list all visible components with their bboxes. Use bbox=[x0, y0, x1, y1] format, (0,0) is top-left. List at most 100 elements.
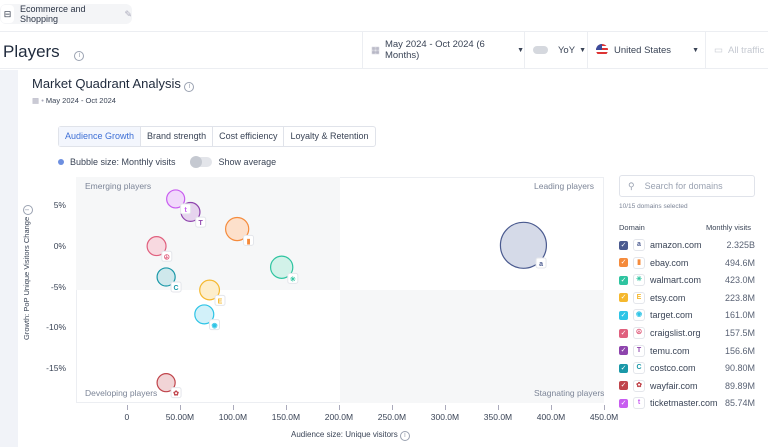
bubble-amazon-com[interactable]: a bbox=[499, 221, 548, 269]
checkbox[interactable]: ✓ bbox=[619, 240, 628, 250]
card-subtitle: ▦ • May 2024 - Oct 2024 bbox=[32, 96, 116, 105]
monthly-visits: 89.89M bbox=[724, 380, 755, 391]
domain-logo-icon bbox=[161, 250, 173, 262]
bubble[interactable] bbox=[224, 216, 250, 242]
checkbox[interactable]: ✓ bbox=[619, 398, 628, 408]
domain-logo-icon: a bbox=[633, 239, 645, 251]
x-tick-label: 450.0M bbox=[589, 412, 619, 422]
toggle-switch[interactable] bbox=[533, 46, 548, 54]
domain-row[interactable]: ✓ ✿ wayfair.com 89.89M bbox=[619, 378, 755, 394]
checkbox[interactable]: ✓ bbox=[619, 381, 628, 391]
x-tick-label: 250.0M bbox=[377, 412, 407, 422]
show-average-toggle[interactable] bbox=[189, 156, 212, 168]
domain-logo-icon: C bbox=[633, 362, 645, 375]
bubble[interactable] bbox=[269, 255, 294, 279]
domain-logo-icon bbox=[170, 387, 182, 399]
monthly-visits: 161.0M bbox=[724, 310, 755, 321]
x-tick-label: 0 bbox=[124, 412, 130, 422]
checkbox[interactable]: ✓ bbox=[619, 363, 628, 373]
domain-row[interactable]: ✓ t ticketmaster.com 85.74M bbox=[619, 395, 755, 411]
bubble-ticketmaster-com[interactable]: t bbox=[166, 189, 192, 215]
info-icon[interactable]: i bbox=[74, 51, 85, 61]
x-tick-label: 400.0M bbox=[536, 412, 566, 422]
domain-row[interactable]: ✓ ✳ walmart.com 423.0M bbox=[619, 272, 755, 288]
checkbox[interactable]: ✓ bbox=[619, 258, 628, 268]
bubble-etsy-com[interactable]: E bbox=[199, 279, 226, 306]
logo-glyph: T bbox=[199, 220, 204, 227]
checkbox[interactable]: ✓ bbox=[619, 310, 628, 320]
y-tick-label: -10% bbox=[46, 322, 66, 333]
domain-row[interactable]: ✓ ▮ ebay.com 494.6M bbox=[619, 255, 755, 271]
x-tick-label: 200.0M bbox=[324, 412, 354, 422]
bubble-target-com[interactable]: ◉ bbox=[194, 304, 221, 331]
domain-search-input[interactable]: ⚲ Search for domains bbox=[619, 175, 755, 197]
bubble[interactable] bbox=[166, 189, 186, 209]
bubble-costco-com[interactable]: C bbox=[156, 267, 182, 293]
bubble[interactable] bbox=[146, 236, 167, 257]
quadrant-label: Emerging players bbox=[85, 181, 151, 191]
bubble[interactable] bbox=[199, 279, 221, 301]
x-tick-label: 150.0M bbox=[271, 412, 301, 422]
logo-glyph: ☮ bbox=[164, 253, 170, 261]
compare-toggle[interactable]: YoY ▼ bbox=[524, 31, 586, 69]
date-range-select[interactable]: ▦ May 2024 - Oct 2024 (6 Months) ▼ bbox=[362, 31, 524, 69]
logo-glyph: a bbox=[539, 261, 543, 268]
checkbox[interactable]: ✓ bbox=[619, 346, 628, 356]
monthly-visits: 494.6M bbox=[724, 257, 755, 268]
tab-audience-growth[interactable]: Audience Growth bbox=[59, 127, 142, 146]
bubble-wayfair-com[interactable]: ✿ bbox=[156, 373, 182, 399]
logo-glyph: ✳ bbox=[290, 275, 296, 283]
domain-logo-icon bbox=[180, 203, 192, 215]
category-chip[interactable]: ⊟ Ecommerce and Shopping ✎ bbox=[0, 4, 132, 24]
domain-row[interactable]: ✓ a amazon.com 2.325B bbox=[619, 237, 755, 253]
domain-logo-icon: ☮ bbox=[633, 327, 645, 339]
x-tick-mark bbox=[391, 405, 393, 410]
x-tick-mark bbox=[232, 405, 234, 410]
domain-name: craigslist.org bbox=[650, 328, 701, 338]
domain-logo-icon: t bbox=[633, 397, 645, 410]
tab-cost-efficiency[interactable]: Cost efficiency bbox=[213, 127, 285, 146]
info-icon[interactable]: i bbox=[399, 431, 410, 441]
bubble[interactable] bbox=[156, 267, 176, 287]
y-tick-label: 5% bbox=[53, 200, 66, 211]
domain-name: amazon.com bbox=[650, 240, 702, 250]
bubble[interactable] bbox=[499, 221, 548, 269]
domain-logo-icon: ✿ bbox=[633, 379, 645, 392]
calendar-icon: ▦ bbox=[371, 44, 380, 56]
checkbox[interactable]: ✓ bbox=[619, 275, 628, 285]
country-select[interactable]: United States ▼ bbox=[587, 31, 705, 69]
x-tick-label: 300.0M bbox=[430, 412, 460, 422]
category-label: Ecommerce and Shopping bbox=[20, 4, 86, 24]
checkbox[interactable]: ✓ bbox=[619, 293, 628, 303]
domain-row[interactable]: ✓ ☮ craigslist.org 157.5M bbox=[619, 325, 755, 341]
domain-logo-icon: ✳ bbox=[633, 274, 645, 287]
checkbox[interactable]: ✓ bbox=[619, 328, 628, 338]
y-tick-label: 0% bbox=[53, 241, 66, 252]
bubble-ebay-com[interactable]: ▮ bbox=[224, 216, 255, 246]
edit-icon[interactable]: ✎ bbox=[124, 8, 132, 19]
domain-logo-icon bbox=[243, 234, 255, 246]
tab-brand-strength[interactable]: Brand strength bbox=[141, 127, 214, 146]
domain-logo-icon: ◉ bbox=[633, 309, 645, 322]
monthly-visits: 2.325B bbox=[726, 240, 755, 250]
monthly-visits: 223.8M bbox=[724, 292, 755, 303]
logo-glyph: E bbox=[218, 298, 223, 305]
monthly-visits: 423.0M bbox=[724, 275, 755, 286]
bubble-craigslist-org[interactable]: ☮ bbox=[146, 236, 173, 262]
bubble[interactable] bbox=[194, 304, 215, 325]
domain-row[interactable]: ✓ ◉ target.com 161.0M bbox=[619, 307, 755, 323]
x-tick-mark bbox=[444, 405, 446, 410]
category-icon: ⊟ bbox=[1, 5, 14, 23]
info-icon[interactable]: i bbox=[184, 82, 195, 92]
logo-glyph: t bbox=[184, 207, 187, 214]
traffic-select[interactable]: ▭ All traffic bbox=[705, 31, 768, 69]
page-title: Players i bbox=[3, 42, 85, 62]
bubble[interactable] bbox=[156, 373, 176, 393]
bubble-walmart-com[interactable]: ✳ bbox=[269, 255, 299, 284]
bubble-legend: Bubble size: Monthly visits Show average bbox=[58, 156, 276, 168]
tab-loyalty-retention[interactable]: Loyalty & Retention bbox=[290, 131, 369, 141]
search-icon: ⚲ bbox=[628, 180, 635, 191]
